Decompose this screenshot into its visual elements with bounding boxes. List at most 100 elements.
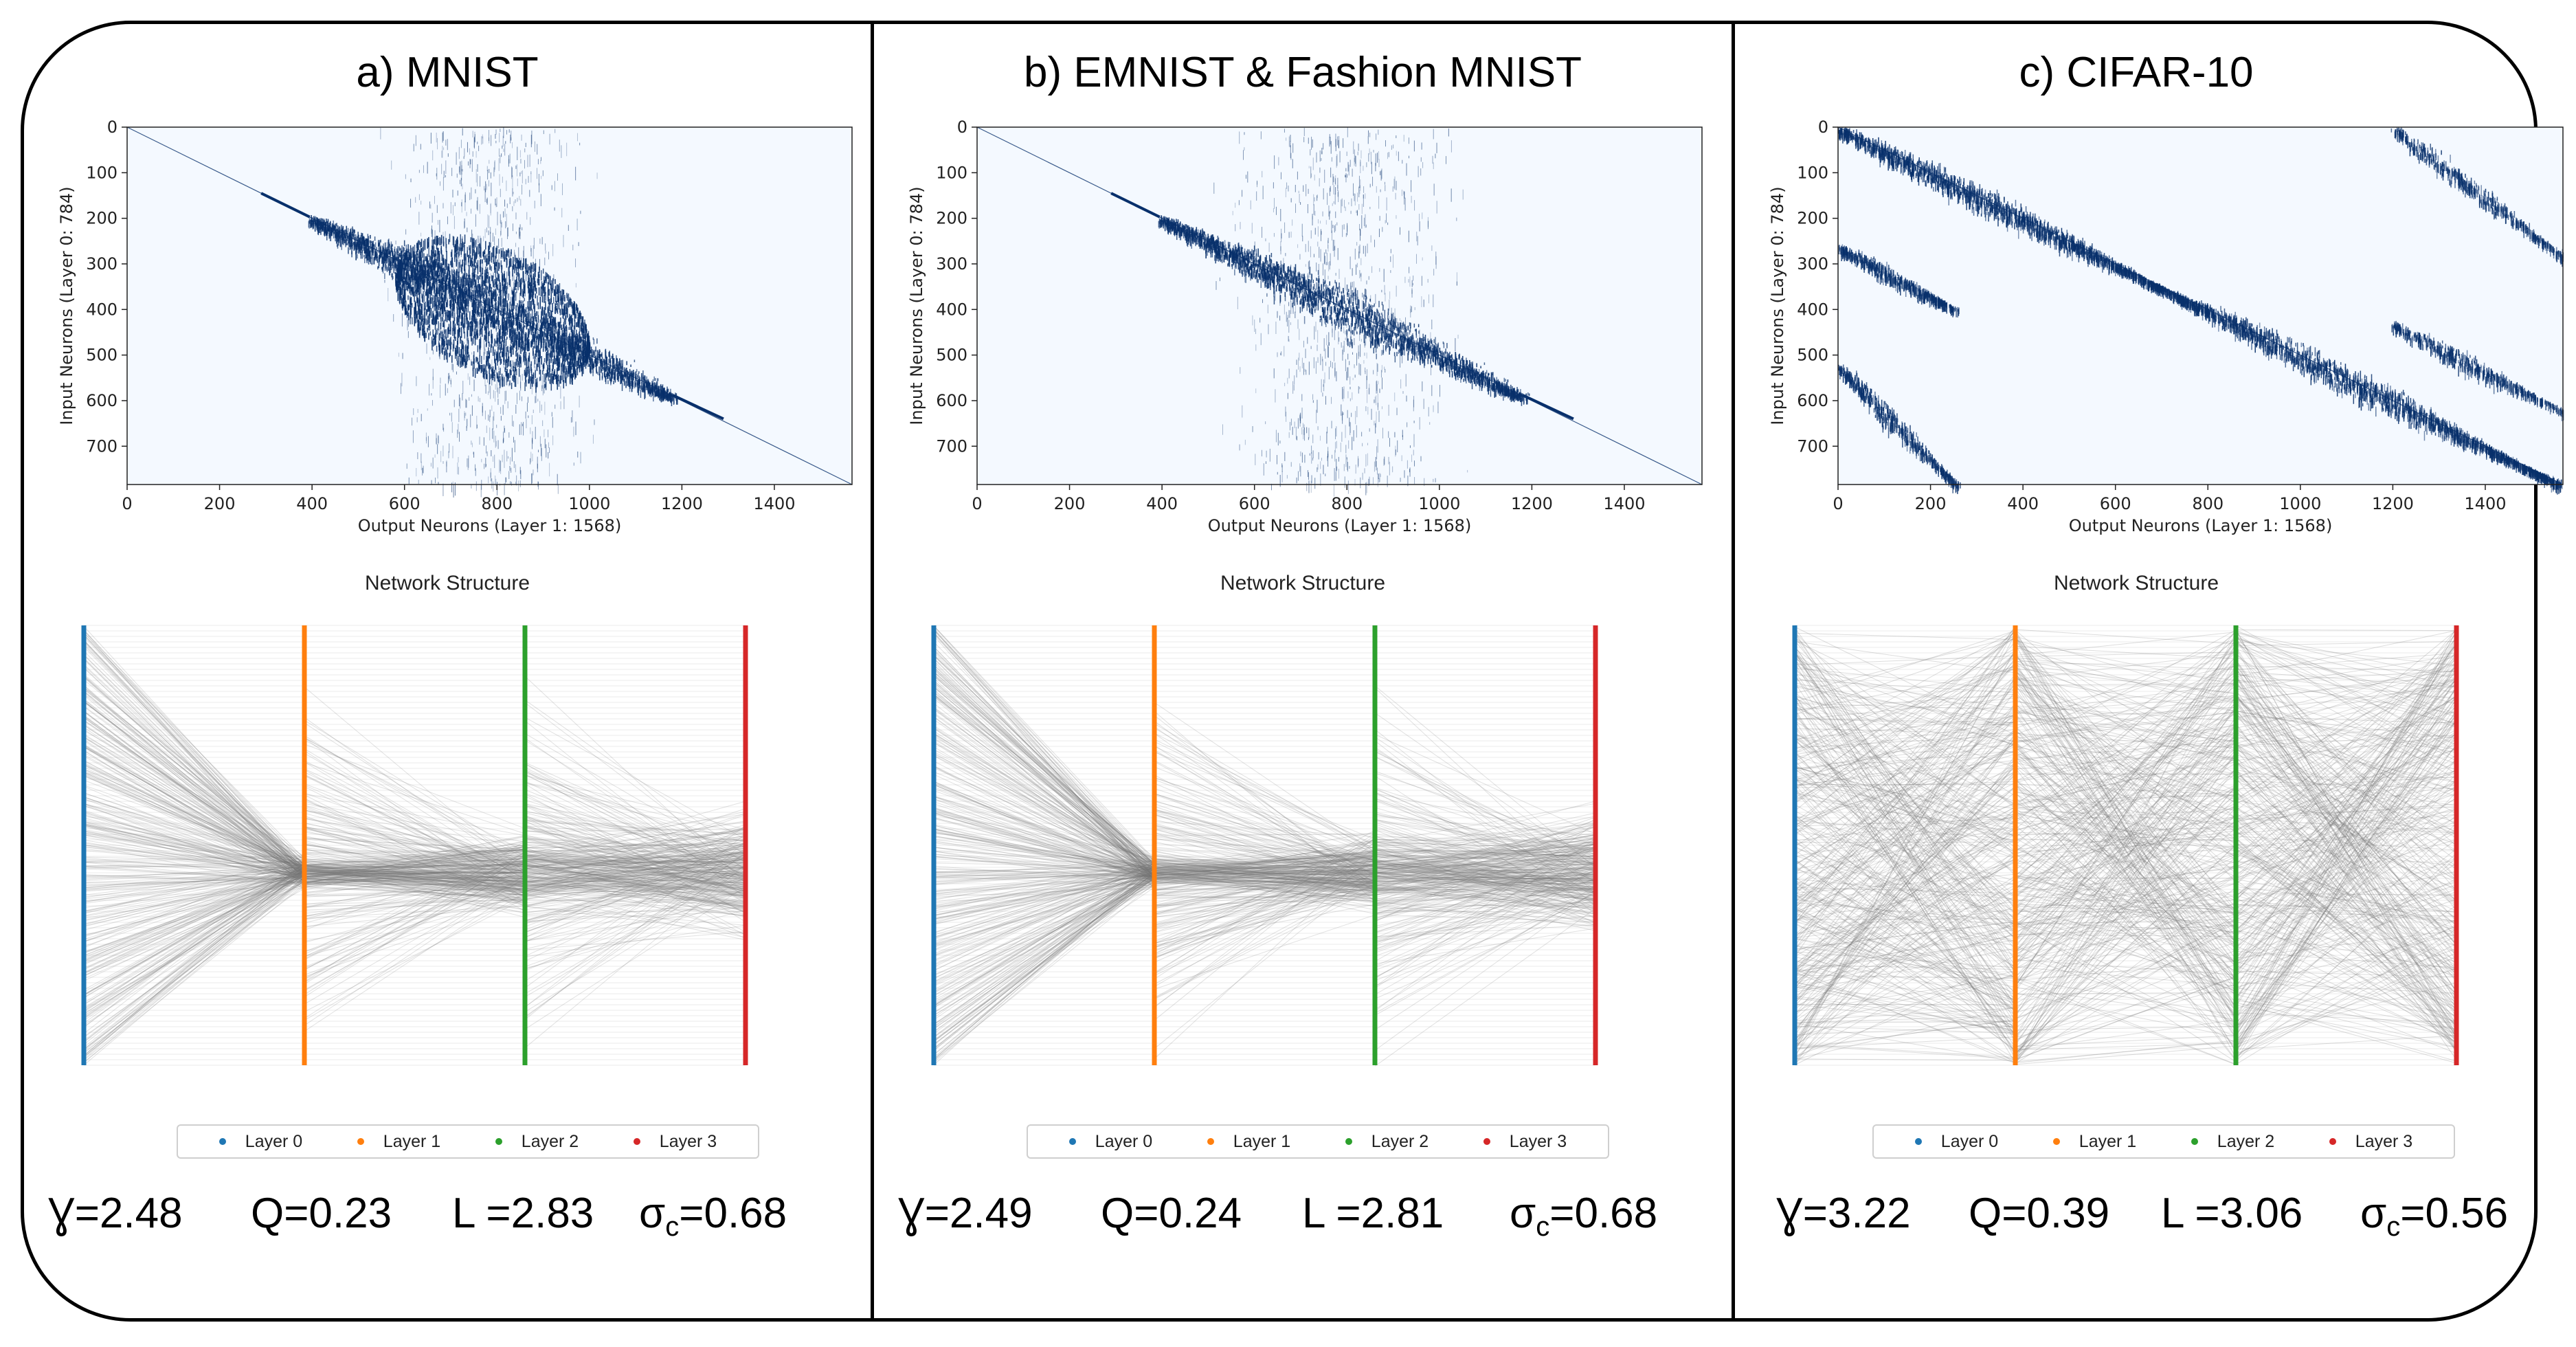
sigma-subscript: c (665, 1212, 680, 1242)
figure-frame (21, 21, 2538, 1322)
sigma-value: =0.68 (679, 1190, 787, 1237)
legend-item-layer-2: Layer 2 (1345, 1132, 1429, 1152)
x-tick-label: 400 (296, 494, 328, 513)
l-metric: L =2.83 (452, 1190, 594, 1237)
y-tick-label: 100 (86, 163, 117, 182)
panel-title: c) CIFAR-10 (2019, 49, 2254, 96)
panel-divider-1 (871, 21, 874, 1322)
heatmap-cells (126, 126, 853, 498)
y-tick-label: 400 (86, 300, 117, 319)
heatmap-svg: 0 200 400 600 800 1000 1200 1400 0 100 200 300 400 50… (907, 118, 1703, 535)
y-tick-label: 700 (936, 436, 967, 456)
x-tick-label: 600 (2100, 494, 2131, 513)
metrics-row: Ɣ=3.22 Q=0.39 L =3.06 σc=0.56 (1735, 1189, 2538, 1244)
legend-item-layer-1: Layer 1 (357, 1132, 440, 1152)
x-tick-label: 600 (1239, 494, 1270, 513)
sigma-value: =0.68 (1549, 1190, 1658, 1237)
legend-dot-layer-2 (1345, 1138, 1352, 1145)
legend-label: Layer 1 (1233, 1131, 1291, 1151)
x-tick-label: 200 (1054, 494, 1086, 513)
x-tick-label: 1400 (1603, 494, 1645, 513)
gamma-metric: Ɣ=2.48 (48, 1190, 183, 1237)
y-tick-label: 200 (936, 209, 967, 228)
legend-dot-layer-0 (219, 1138, 226, 1145)
gamma-metric: Ɣ=2.49 (898, 1190, 1033, 1237)
panel-title: a) MNIST (356, 49, 539, 96)
network-structure-title: Network Structure (364, 572, 530, 594)
layer-legend: Layer 0 Layer 1 Layer 2 Layer 3 (177, 1124, 759, 1159)
y-tick-label: 600 (936, 391, 967, 410)
network-structure-title: Network Structure (1220, 572, 1386, 594)
y-tick-label: 300 (936, 254, 967, 274)
network-svg (931, 625, 1598, 1067)
x-tick-label: 800 (2192, 494, 2224, 513)
x-tick-label: 0 (1833, 494, 1843, 513)
x-tick-label: 1200 (1511, 494, 1553, 513)
heatmap-frame (976, 126, 1703, 485)
network-edges (933, 625, 1596, 1067)
heatmap-svg: 0 200 400 600 800 1000 1200 1400 0 100 200 300 400 50… (57, 118, 853, 535)
l-metric: L =3.06 (2161, 1190, 2303, 1237)
y-tick-label: 0 (957, 118, 967, 137)
sigma-subscript: c (1536, 1212, 1550, 1242)
x-tick-label: 1000 (1418, 494, 1460, 513)
network-structure-plot (52, 612, 780, 1082)
legend-item-layer-1: Layer 1 (1207, 1132, 1290, 1152)
sigma-metric: σc=0.56 (2360, 1189, 2508, 1243)
y-tick-label: 500 (86, 346, 117, 365)
sigma-symbol: σ (639, 1190, 666, 1237)
panel-divider-2 (1732, 21, 1735, 1322)
heatmap-frame (1837, 126, 2564, 485)
x-axis-label: Output Neurons (Layer 1: 1568) (358, 516, 622, 535)
y-tick-label: 600 (86, 391, 117, 410)
y-tick-label: 300 (86, 254, 117, 274)
legend-label: Layer 2 (2217, 1131, 2275, 1151)
legend-item-layer-2: Layer 2 (495, 1132, 579, 1152)
y-tick-label: 0 (107, 118, 117, 137)
y-tick-label: 100 (936, 163, 967, 182)
gamma-metric: Ɣ=3.22 (1776, 1190, 1911, 1237)
legend-dot-layer-0 (1068, 1138, 1076, 1145)
legend-dot-layer-1 (1207, 1138, 1214, 1145)
y-tick-label: 700 (86, 436, 117, 456)
x-tick-label: 200 (204, 494, 236, 513)
x-axis-label: Output Neurons (Layer 1: 1568) (1208, 516, 1472, 535)
legend-dot-layer-1 (2052, 1138, 2060, 1145)
legend-dot-layer-2 (2191, 1138, 2198, 1145)
panel-mnist: a) MNIST 0 200 400 600 800 1000 1200 1400 0 100 20… (24, 0, 871, 1347)
x-tick-label: 0 (122, 494, 132, 513)
panel-title: b) EMNIST & Fashion MNIST (1024, 49, 1582, 96)
connectivity-heatmap: 0 200 400 600 800 1000 1200 1400 0 100 200 300 400 50… (888, 117, 1723, 564)
legend-label: Layer 2 (521, 1131, 579, 1151)
legend-dot-layer-3 (1483, 1138, 1490, 1145)
y-tick-label: 600 (1797, 391, 1828, 410)
y-tick-label: 400 (936, 300, 967, 319)
l-metric: L =2.81 (1302, 1190, 1444, 1237)
sigma-symbol: σ (2360, 1190, 2387, 1237)
legend-item-layer-0: Layer 0 (219, 1132, 302, 1152)
network-edges (83, 625, 746, 1066)
y-tick-label: 200 (86, 209, 117, 228)
x-tick-label: 0 (972, 494, 982, 513)
legend-label: Layer 0 (1095, 1131, 1153, 1151)
legend-label: Layer 0 (245, 1131, 303, 1151)
network-edges (1794, 625, 2457, 1066)
legend-item-layer-3: Layer 3 (1483, 1132, 1567, 1152)
network-structure-plot (901, 612, 1630, 1082)
x-tick-label: 1000 (2279, 494, 2321, 513)
q-metric: Q=0.23 (251, 1190, 392, 1237)
heatmap-svg: 0 200 400 600 800 1000 1200 1400 0 100 200 300 400 50… (1768, 118, 2564, 535)
legend-dot-layer-3 (2329, 1138, 2336, 1145)
x-tick-label: 200 (1915, 494, 1947, 513)
legend-dot-layer-0 (1914, 1138, 1922, 1145)
legend-item-layer-3: Layer 3 (2329, 1132, 2412, 1152)
y-tick-label: 700 (1797, 436, 1828, 456)
metrics-row: Ɣ=2.48 Q=0.23 L =2.83 σc=0.68 (24, 1189, 871, 1244)
legend-item-layer-2: Layer 2 (2191, 1132, 2274, 1152)
legend-label: Layer 3 (1509, 1131, 1567, 1151)
connectivity-heatmap: 0 200 400 600 800 1000 1200 1400 0 100 200 300 400 50… (1749, 117, 2576, 564)
x-tick-label: 400 (2007, 494, 2039, 513)
metrics-row: Ɣ=2.49 Q=0.24 L =2.81 σc=0.68 (874, 1189, 1732, 1244)
panel-cifar10: c) CIFAR-10 0 200 400 600 800 1000 1200 1400 0 10… (1735, 0, 2564, 1347)
legend-dot-layer-2 (495, 1138, 502, 1145)
